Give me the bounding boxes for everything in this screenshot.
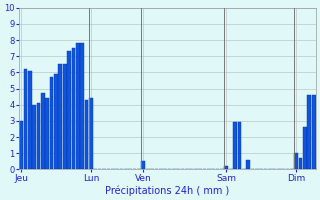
Bar (59, 64, 62, 169)
Bar (76, 43, 80, 169)
X-axis label: Précipitations 24h ( mm ): Précipitations 24h ( mm ) (105, 185, 229, 196)
Bar (80, 43, 84, 169)
Bar (294, 153, 298, 169)
Bar (67, 51, 71, 169)
Bar (72, 48, 75, 169)
Bar (89, 98, 93, 169)
Bar (32, 105, 36, 169)
Bar (54, 74, 58, 169)
Bar (63, 64, 67, 169)
Bar (24, 69, 27, 169)
Bar (141, 161, 145, 169)
Bar (45, 98, 49, 169)
Bar (312, 95, 316, 169)
Bar (36, 103, 40, 169)
Bar (41, 93, 45, 169)
Bar (246, 160, 250, 169)
Bar (224, 166, 228, 169)
Bar (85, 100, 88, 169)
Bar (303, 127, 307, 169)
Bar (299, 158, 302, 169)
Bar (233, 122, 237, 169)
Bar (28, 71, 32, 169)
Bar (237, 122, 241, 169)
Bar (308, 95, 311, 169)
Bar (19, 121, 23, 169)
Bar (50, 77, 53, 169)
